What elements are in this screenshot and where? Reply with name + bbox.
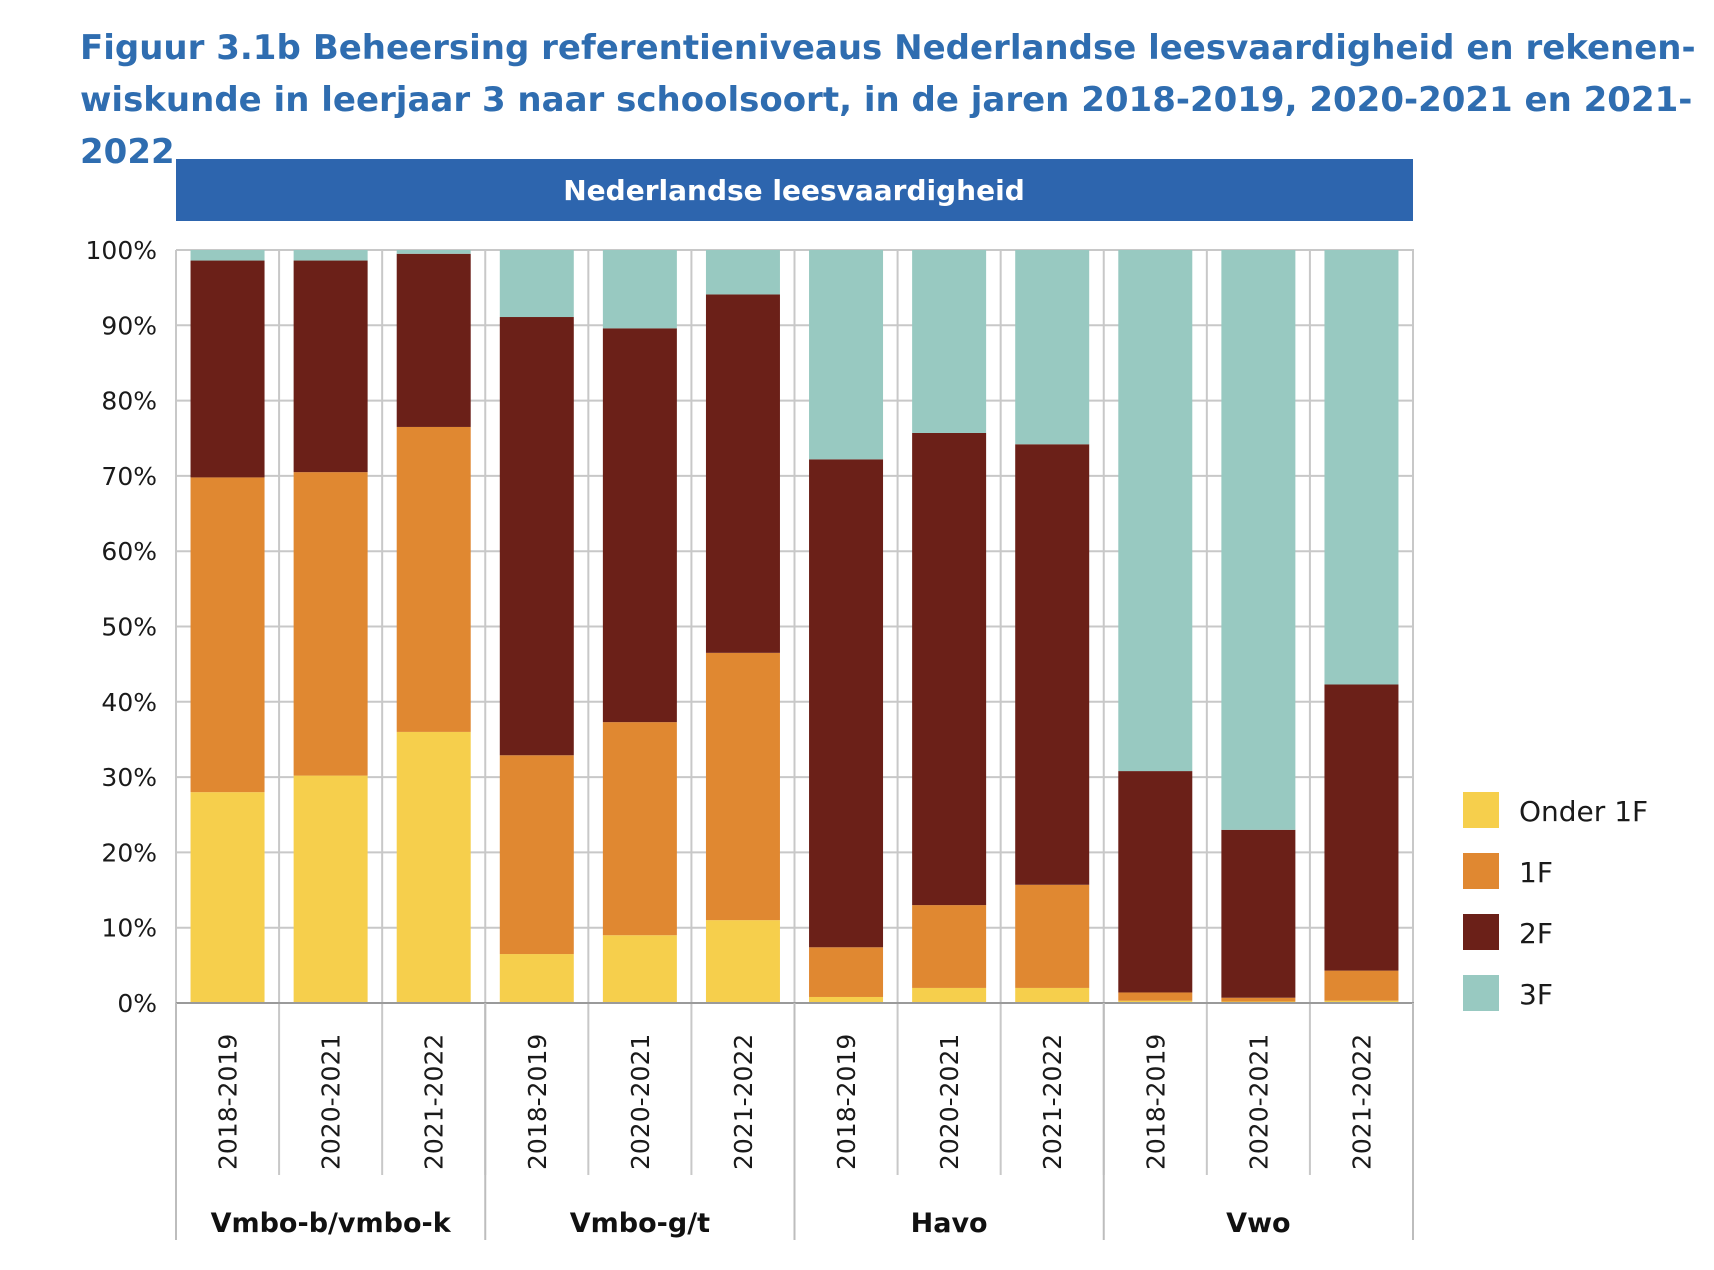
bar-segment-2f [1221, 829, 1296, 998]
bar-segment-1f [1221, 997, 1296, 1002]
x-category-label: 2018-2019 [832, 1034, 861, 1170]
y-tick-label: 80% [101, 387, 157, 416]
bar-segment-onder-1f [1015, 987, 1090, 1003]
legend-label: 3F [1519, 978, 1553, 1011]
group-label: Vmbo-g/t [570, 1208, 710, 1239]
legend-label: 1F [1519, 856, 1553, 889]
legend-swatch [1463, 975, 1499, 1011]
y-tick-label: 10% [101, 914, 157, 943]
x-category-label: 2020-2021 [935, 1034, 964, 1170]
bar-segment-onder-1f [1324, 1000, 1399, 1003]
y-tick-label: 40% [101, 688, 157, 717]
x-category-label: 2021-2022 [1038, 1034, 1067, 1170]
y-tick-label: 70% [101, 462, 157, 491]
bar-segment-1f [1118, 992, 1193, 1001]
x-category-label: 2021-2022 [729, 1034, 758, 1170]
bar-segment-3f [396, 250, 471, 254]
y-tick-label: 60% [101, 537, 157, 566]
figure-title: Figuur 3.1b Beheersing referentieniveaus … [80, 22, 1700, 178]
bar-segment-2f [1118, 771, 1193, 993]
legend-label: 2F [1519, 917, 1553, 950]
bar-segment-onder-1f [809, 996, 884, 1003]
legend-swatch [1463, 792, 1499, 828]
bar-segment-2f [1015, 444, 1090, 885]
panel-header [176, 159, 1413, 221]
bar-segment-3f [1118, 250, 1193, 772]
bar-segment-2f [499, 317, 574, 756]
panel-title: Nederlandse leesvaardigheid [563, 174, 1024, 207]
x-category-label: 2018-2019 [214, 1034, 243, 1170]
y-tick-label: 90% [101, 311, 157, 340]
y-tick-label: 20% [101, 838, 157, 867]
bar-segment-2f [602, 328, 677, 723]
y-tick-label: 100% [86, 236, 157, 265]
bar-segment-onder-1f [1118, 1000, 1193, 1003]
x-category-label: 2020-2021 [626, 1034, 655, 1170]
bar-segment-onder-1f [293, 775, 368, 1003]
bar-segment-2f [809, 459, 884, 948]
bar-segment-1f [912, 905, 987, 988]
bar-segment-3f [499, 250, 574, 318]
legend-label: Onder 1F [1519, 795, 1648, 828]
bar-segment-onder-1f [499, 954, 574, 1003]
axes: 0% 10% 20% 30% 40% 50% 60% 70% 80% 90% 100% 2018-20… [86, 236, 1414, 1240]
legend-swatch [1463, 914, 1499, 950]
bar-segment-3f [1221, 250, 1296, 830]
bar-segment-3f [293, 250, 368, 261]
bar-segment-2f [912, 432, 987, 906]
group-label: Vmbo-b/vmbo-k [211, 1208, 452, 1239]
bar-segment-3f [705, 250, 780, 295]
bar-segment-2f [396, 253, 471, 427]
bar-segment-2f [293, 260, 368, 473]
y-tick-label: 0% [117, 989, 157, 1018]
bar-segment-1f [293, 472, 368, 776]
bar-segment-3f [190, 250, 265, 261]
y-tick-label: 50% [101, 613, 157, 642]
x-category-label: 2018-2019 [1141, 1034, 1170, 1170]
bar-segment-onder-1f [912, 987, 987, 1003]
bar-segment-1f [1015, 884, 1090, 988]
bar-segment-onder-1f [396, 731, 471, 1003]
bar-segment-2f [705, 294, 780, 653]
group-label: Vwo [1226, 1208, 1290, 1239]
bar-segment-3f [809, 250, 884, 460]
y-tick-label: 30% [101, 763, 157, 792]
bar-segment-onder-1f [705, 920, 780, 1003]
bar-segment-1f [1324, 970, 1399, 1001]
bar-segment-3f [912, 250, 987, 433]
x-category-label: 2020-2021 [1244, 1034, 1273, 1170]
bar-segment-1f [705, 652, 780, 921]
bar-segment-3f [1324, 250, 1399, 685]
bar-segment-3f [1015, 250, 1090, 445]
bar-segment-2f [1324, 684, 1399, 971]
bar-segment-1f [396, 426, 471, 732]
group-label: Havo [911, 1208, 988, 1239]
x-category-label: 2018-2019 [523, 1034, 552, 1170]
bar-segment-onder-1f [602, 935, 677, 1003]
x-category-label: 2021-2022 [420, 1034, 449, 1170]
legend-swatch [1463, 853, 1499, 889]
bar-segment-3f [602, 250, 677, 329]
bar-segment-1f [602, 722, 677, 936]
bar-segment-1f [190, 477, 265, 793]
legend: Onder 1F 1F 2F 3F [1463, 792, 1648, 1011]
bar-segment-onder-1f [190, 792, 265, 1003]
figure-title-text: Beheersing referentieniveaus Nederlandse… [80, 28, 1696, 172]
x-category-label: 2021-2022 [1347, 1034, 1376, 1170]
figure-label: Figuur 3.1b [80, 28, 301, 68]
x-category-label: 2020-2021 [317, 1034, 346, 1170]
bar-segment-1f [499, 755, 574, 955]
bar-segment-1f [809, 947, 884, 997]
bar-segment-2f [190, 260, 265, 478]
bars [190, 250, 1399, 1003]
